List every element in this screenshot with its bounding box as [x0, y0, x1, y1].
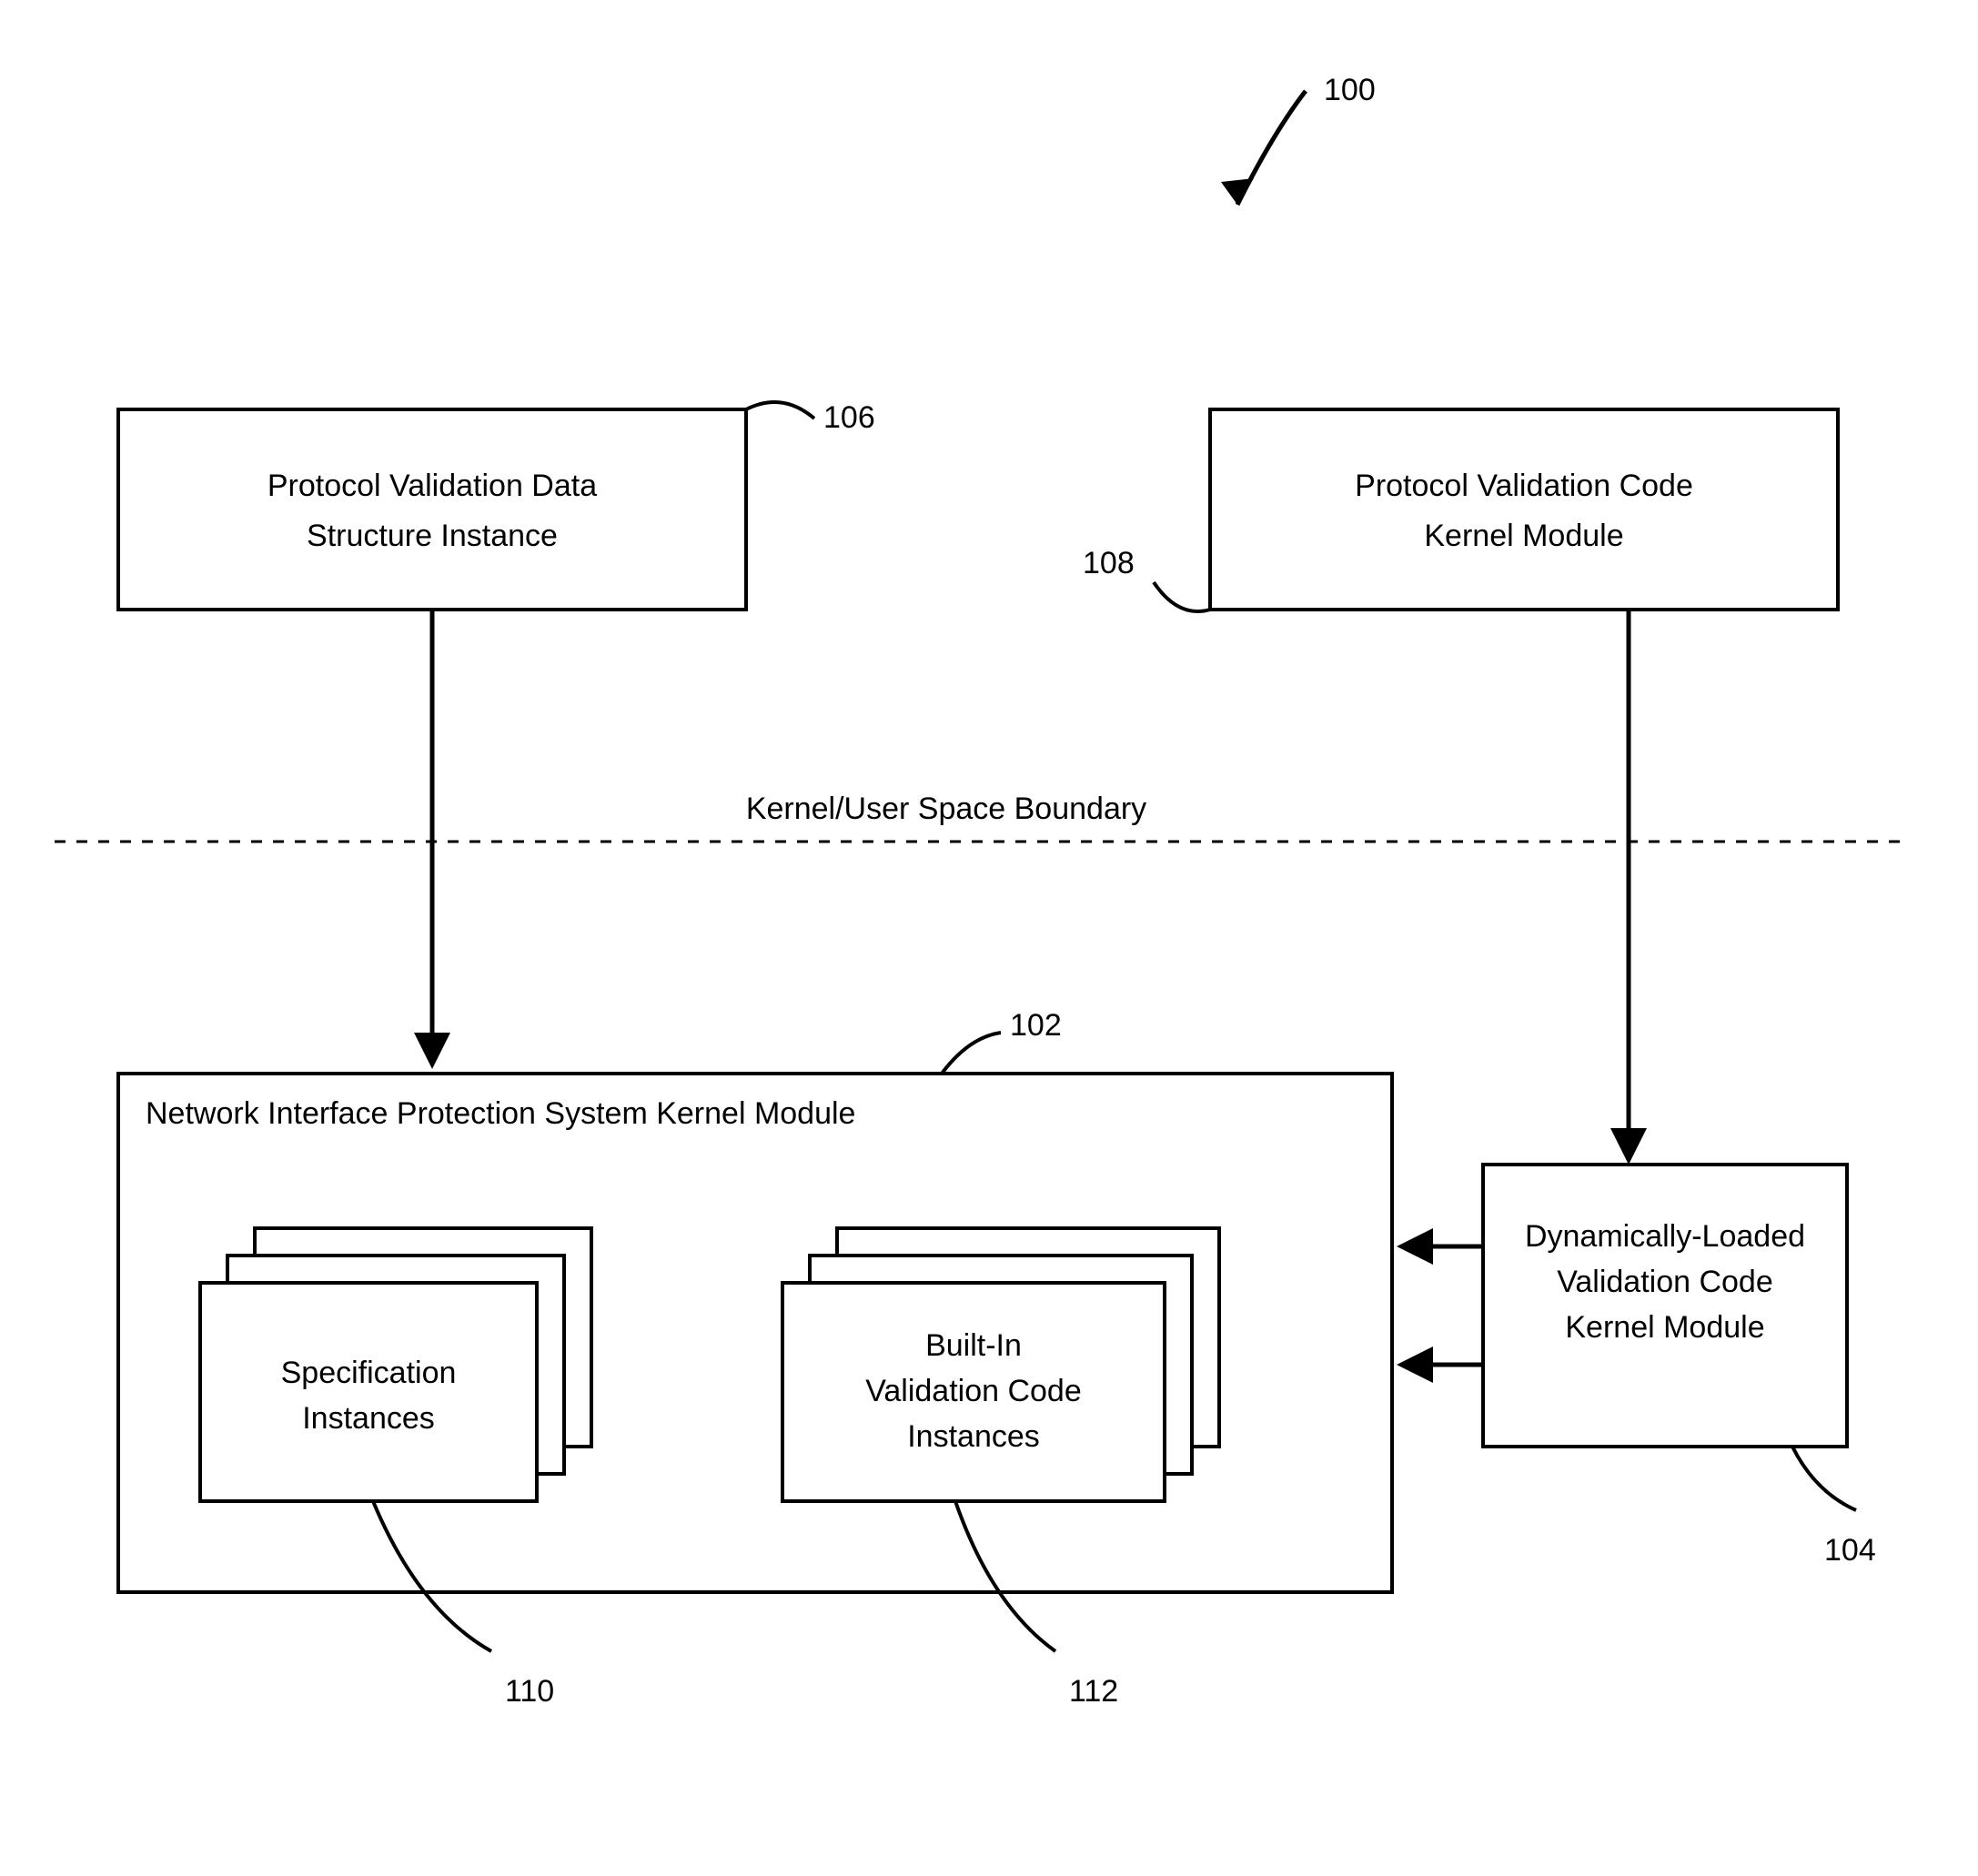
boundary-line: Kernel/User Space Boundary [55, 792, 1911, 842]
leader-108: 108 [1083, 546, 1210, 611]
leader-104: 104 [1792, 1447, 1876, 1568]
box-106: Protocol Validation Data Structure Insta… [118, 409, 746, 610]
box-106-line1: Protocol Validation Data [267, 469, 597, 503]
arrow-108-to-104 [1610, 610, 1647, 1165]
ref-104-label: 104 [1824, 1533, 1876, 1568]
box-110-line1: Specification [281, 1356, 457, 1390]
box-112-line2: Validation Code [865, 1374, 1082, 1408]
arrow-106-to-102 [414, 610, 450, 1069]
boundary-label: Kernel/User Space Boundary [746, 792, 1146, 826]
box-112-line3: Instances [907, 1419, 1040, 1454]
leader-106: 106 [746, 400, 875, 435]
ref-110-label: 110 [505, 1674, 554, 1709]
stack-110: Specification Instances [200, 1228, 591, 1501]
box-108-line2: Kernel Module [1424, 519, 1623, 553]
ref-108-label: 108 [1083, 546, 1135, 580]
arrow-104-to-102-bottom [1397, 1346, 1483, 1383]
stack-112: Built-In Validation Code Instances [782, 1228, 1219, 1501]
ref-102-label: 102 [1010, 1008, 1062, 1043]
box-104-line1: Dynamically-Loaded [1525, 1219, 1805, 1254]
box-110-line2: Instances [302, 1401, 435, 1436]
arrow-104-to-102-top [1397, 1228, 1483, 1265]
ref-100: 100 [1221, 73, 1376, 205]
ref-112-label: 112 [1069, 1674, 1118, 1709]
leader-102: 102 [942, 1008, 1062, 1074]
box-104-line2: Validation Code [1557, 1265, 1773, 1299]
box-106-line2: Structure Instance [307, 519, 558, 553]
box-112-line1: Built-In [925, 1328, 1022, 1363]
architecture-diagram: 100 Protocol Validation Data Structure I… [0, 0, 1978, 1876]
ref-100-label: 100 [1324, 73, 1376, 107]
ref-106-label: 106 [823, 400, 875, 435]
box-104: Dynamically-Loaded Validation Code Kerne… [1483, 1165, 1847, 1447]
box-108-line1: Protocol Validation Code [1355, 469, 1693, 503]
box-102-title: Network Interface Protection System Kern… [146, 1096, 855, 1131]
box-104-line3: Kernel Module [1565, 1310, 1764, 1345]
box-108: Protocol Validation Code Kernel Module [1210, 409, 1838, 610]
